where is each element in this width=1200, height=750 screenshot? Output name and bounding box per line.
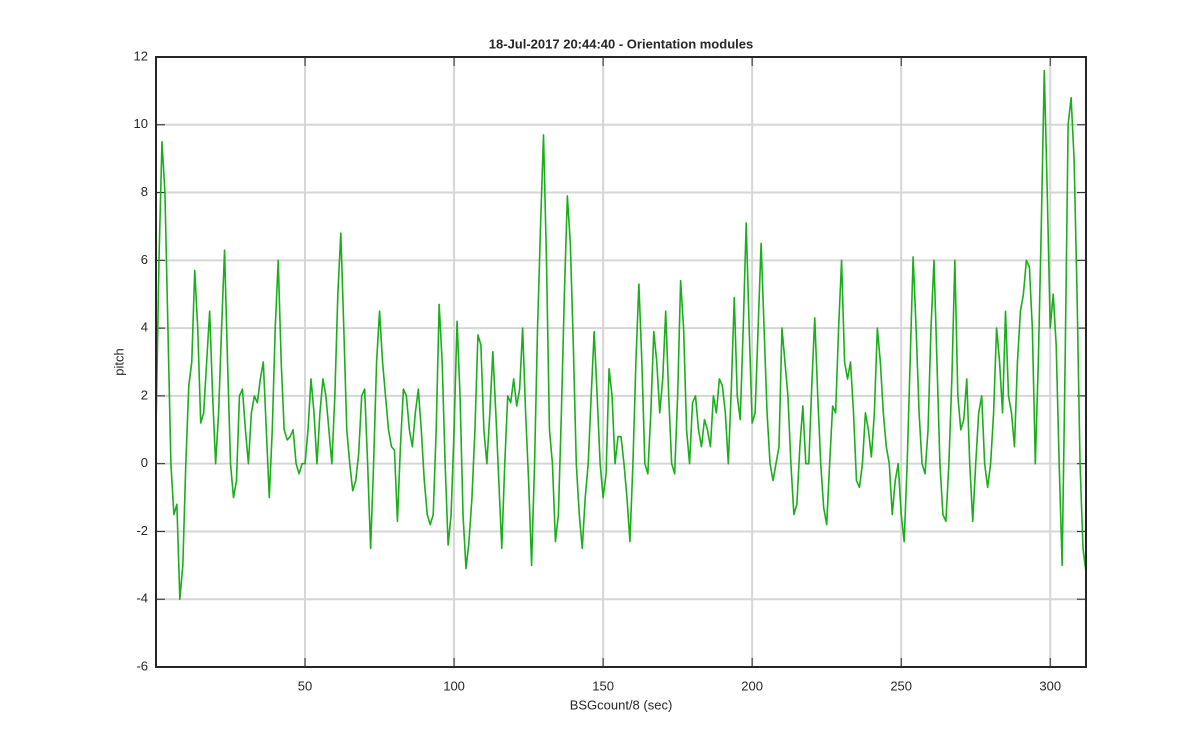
y-tick-label: 8 (141, 184, 148, 199)
y-tick-label: 10 (134, 116, 148, 131)
y-tick-label: -4 (136, 591, 148, 606)
x-tick-label: 250 (890, 678, 912, 693)
y-tick-label: 6 (141, 252, 148, 267)
y-tick-label: -6 (136, 658, 148, 673)
x-tick-label: 300 (1039, 678, 1061, 693)
x-tick-label: 200 (741, 678, 763, 693)
x-axis-label: BSGcount/8 (sec) (570, 697, 673, 712)
axes-box (155, 56, 1087, 668)
y-axis-label: pitch (111, 348, 126, 375)
chart-title: 18-Jul-2017 20:44:40 - Orientation modul… (489, 36, 753, 51)
y-tick-label: 2 (141, 387, 148, 402)
data-line (155, 69, 1087, 601)
y-tick-label: 4 (141, 320, 148, 335)
y-tick-label: -2 (136, 523, 148, 538)
y-tick-label: 12 (134, 48, 148, 63)
x-tick-label: 100 (443, 678, 465, 693)
x-tick-label: 150 (592, 678, 614, 693)
y-tick-label: 0 (141, 455, 148, 470)
x-tick-label: 50 (298, 678, 312, 693)
